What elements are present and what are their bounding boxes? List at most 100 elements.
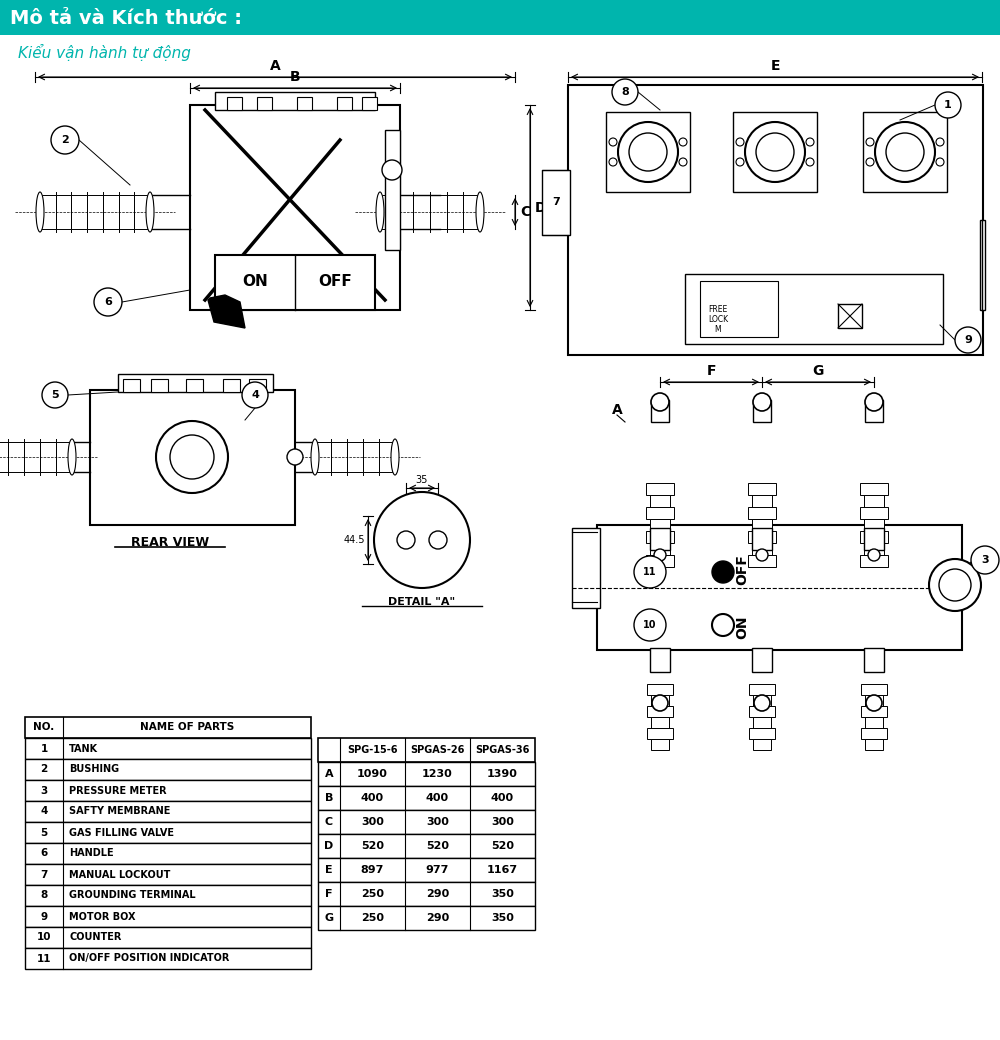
- Bar: [463, 196, 480, 229]
- Text: SPGAS-36: SPGAS-36: [475, 745, 530, 755]
- Bar: [347, 442, 363, 472]
- Bar: [430, 196, 447, 229]
- Bar: [249, 379, 266, 392]
- Bar: [25, 822, 311, 843]
- Circle shape: [94, 288, 122, 316]
- Text: MOTOR BOX: MOTOR BOX: [69, 911, 136, 921]
- Text: OFF: OFF: [735, 554, 749, 586]
- Text: C: C: [520, 205, 530, 219]
- Bar: [297, 97, 312, 110]
- Bar: [651, 400, 669, 422]
- Bar: [25, 717, 311, 738]
- Bar: [315, 442, 331, 472]
- Circle shape: [936, 158, 944, 166]
- Bar: [318, 762, 535, 786]
- Text: 290: 290: [426, 913, 449, 924]
- Text: 5: 5: [51, 390, 59, 400]
- Ellipse shape: [476, 192, 484, 232]
- Bar: [186, 379, 203, 392]
- Text: ON: ON: [735, 616, 749, 639]
- Bar: [447, 196, 463, 229]
- Text: 1: 1: [944, 100, 952, 110]
- Text: 8: 8: [621, 87, 629, 97]
- Circle shape: [756, 133, 794, 171]
- Text: ON/OFF POSITION INDICATOR: ON/OFF POSITION INDICATOR: [69, 954, 229, 963]
- Circle shape: [618, 122, 678, 182]
- Bar: [647, 706, 673, 717]
- Circle shape: [651, 393, 669, 411]
- Bar: [257, 97, 272, 110]
- Text: 8: 8: [40, 890, 48, 901]
- Circle shape: [866, 138, 874, 146]
- Bar: [71, 196, 87, 229]
- Bar: [380, 196, 397, 229]
- Bar: [318, 882, 535, 906]
- Bar: [337, 97, 352, 110]
- Circle shape: [756, 549, 768, 561]
- Bar: [860, 483, 888, 495]
- Bar: [748, 531, 776, 543]
- Bar: [151, 379, 168, 392]
- Circle shape: [736, 138, 744, 146]
- Bar: [25, 738, 311, 759]
- Bar: [861, 728, 887, 739]
- Bar: [25, 759, 311, 780]
- Text: C: C: [325, 817, 333, 827]
- Bar: [25, 906, 311, 927]
- Text: 10: 10: [37, 933, 51, 942]
- Bar: [397, 196, 413, 229]
- Text: E: E: [325, 865, 333, 875]
- Bar: [651, 739, 669, 750]
- Bar: [860, 506, 888, 519]
- Text: F: F: [706, 364, 716, 378]
- Circle shape: [736, 158, 744, 166]
- Bar: [865, 695, 883, 706]
- Text: 2-φ14: 2-φ14: [378, 515, 406, 525]
- Text: A: A: [325, 769, 333, 779]
- Bar: [865, 400, 883, 422]
- Circle shape: [866, 695, 882, 711]
- Text: 4: 4: [251, 390, 259, 400]
- Bar: [753, 400, 771, 422]
- Circle shape: [806, 158, 814, 166]
- Text: 9: 9: [40, 911, 48, 921]
- Text: 250: 250: [361, 889, 384, 899]
- Bar: [123, 379, 140, 392]
- Text: G: G: [324, 913, 334, 924]
- Bar: [749, 706, 775, 717]
- Bar: [413, 196, 430, 229]
- Bar: [864, 495, 884, 506]
- Text: MANUAL LOCKOUT: MANUAL LOCKOUT: [69, 869, 170, 880]
- Text: 2: 2: [40, 764, 48, 775]
- Text: 6: 6: [104, 297, 112, 307]
- Circle shape: [929, 560, 981, 610]
- Bar: [25, 927, 311, 948]
- Bar: [864, 648, 884, 672]
- Text: 1390: 1390: [487, 769, 518, 779]
- Bar: [134, 196, 150, 229]
- Text: GAS FILLING VALVE: GAS FILLING VALVE: [69, 828, 174, 837]
- Bar: [25, 843, 311, 864]
- Circle shape: [654, 549, 666, 561]
- Bar: [752, 648, 772, 672]
- Text: A: A: [270, 59, 280, 73]
- Bar: [860, 555, 888, 567]
- Bar: [56, 442, 72, 472]
- Circle shape: [51, 126, 79, 154]
- Circle shape: [971, 546, 999, 574]
- Bar: [860, 531, 888, 543]
- Text: 350: 350: [491, 913, 514, 924]
- Bar: [861, 684, 887, 695]
- Text: F: F: [325, 889, 333, 899]
- Text: 897: 897: [361, 865, 384, 875]
- Bar: [25, 864, 311, 885]
- Text: 44.5: 44.5: [344, 535, 365, 545]
- Text: 11: 11: [37, 954, 51, 963]
- Bar: [752, 495, 772, 506]
- Circle shape: [806, 138, 814, 146]
- Bar: [861, 706, 887, 717]
- Polygon shape: [208, 295, 245, 328]
- Circle shape: [609, 158, 617, 166]
- Text: 350: 350: [491, 889, 514, 899]
- Bar: [318, 786, 535, 810]
